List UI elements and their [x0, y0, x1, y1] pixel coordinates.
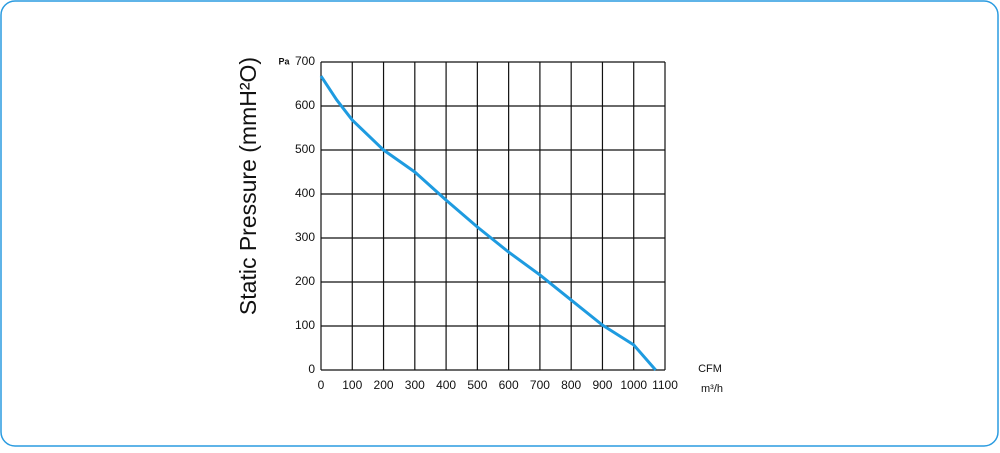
x-tick-label: 1100 [652, 378, 678, 392]
y-unit: Pa [278, 56, 290, 66]
x-tick-label: 700 [530, 378, 550, 392]
y-tick-label: 300 [295, 230, 315, 244]
y-tick-label: 600 [295, 98, 315, 112]
y-tick-label: 0 [308, 362, 315, 376]
x-unit: CFM [698, 363, 722, 375]
x-tick-label: 600 [499, 378, 519, 392]
x-tick-label: 100 [342, 378, 362, 392]
x-tick-label: 900 [592, 378, 612, 392]
y-axis-label: Static Pressure (mmH²O) [235, 57, 261, 315]
y-tick-label: 400 [295, 186, 315, 200]
y-tick-label: 200 [295, 274, 315, 288]
x-tick-label: 1000 [620, 378, 647, 392]
x-tick-label: 800 [561, 378, 581, 392]
x-tick-label: 500 [467, 378, 487, 392]
x-tick-label: 400 [436, 378, 456, 392]
y-tick-label: 700 [295, 54, 315, 68]
x-tick-label: 300 [405, 378, 425, 392]
x-tick-label: 0 [318, 378, 325, 392]
x-tick-label: 200 [374, 378, 394, 392]
y-tick-label: 500 [295, 142, 315, 156]
y-tick-label: 100 [295, 318, 315, 332]
x-unit: m³/h [701, 383, 723, 395]
data-line [319, 75, 657, 371]
